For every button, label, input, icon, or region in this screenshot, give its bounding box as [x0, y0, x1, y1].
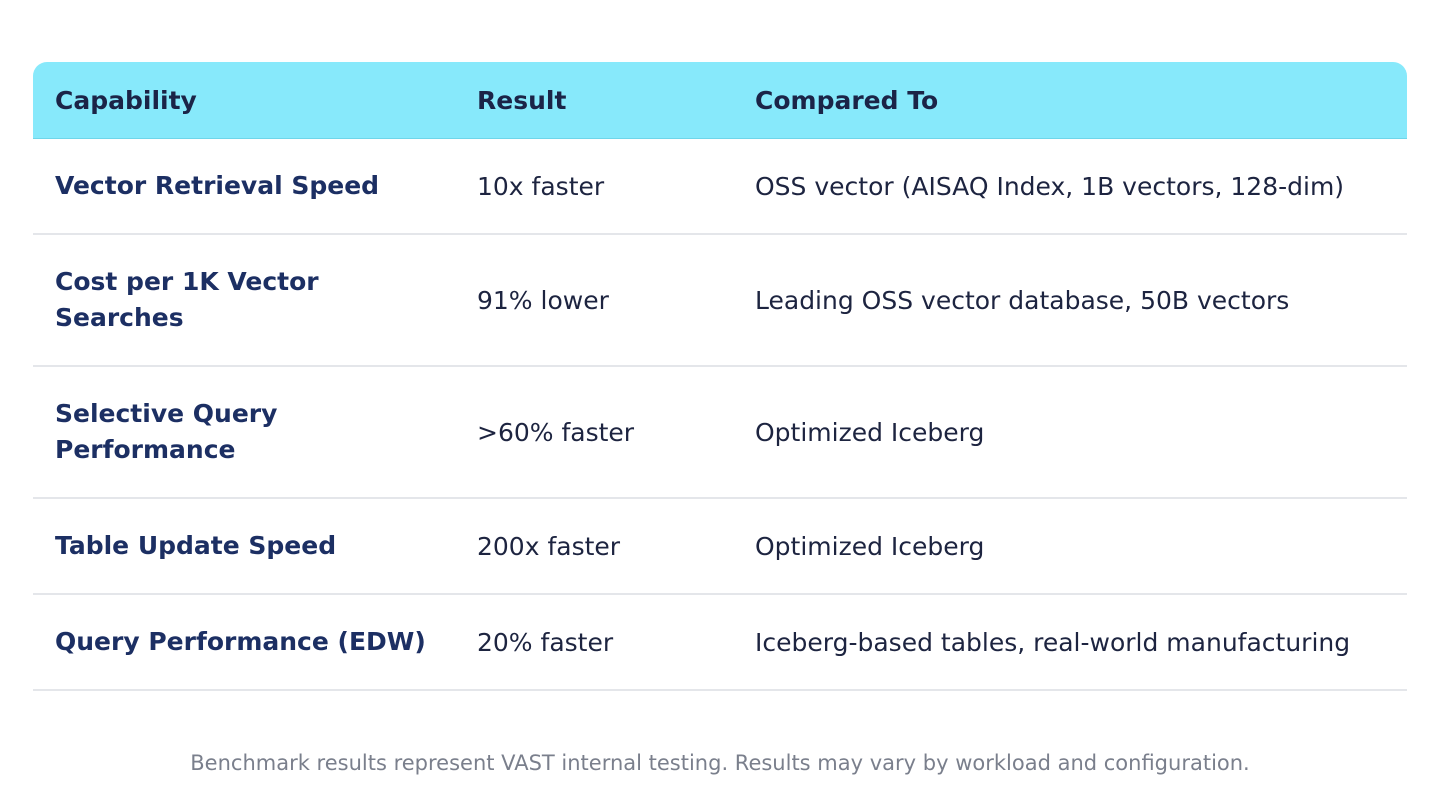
benchmark-footnote: Benchmark results represent VAST interna… [190, 751, 1250, 775]
capability-cell: Query Performance (EDW) [55, 627, 426, 656]
capability-cell: Cost per 1K Vector Searches [55, 267, 319, 332]
compared-to-cell: Optimized Iceberg [755, 531, 985, 561]
table-row: Vector Retrieval Speed 10x faster OSS ve… [33, 139, 1407, 235]
result-cell: 20% faster [477, 627, 614, 657]
result-cell: 91% lower [477, 285, 609, 315]
header-result: Result [477, 85, 567, 115]
compared-to-cell: Leading OSS vector database, 50B vectors [755, 285, 1290, 315]
result-cell: 10x faster [477, 171, 605, 201]
capability-cell: Vector Retrieval Speed [55, 171, 380, 200]
table-row: Query Performance (EDW) 20% faster Icebe… [33, 595, 1407, 691]
table-row: Selective Query Performance >60% faster … [33, 367, 1407, 499]
header-compared-to: Compared To [755, 85, 939, 115]
table-header-row: Capability Result Compared To [33, 62, 1407, 139]
compared-to-cell: Iceberg-based tables, real-world manufac… [755, 627, 1351, 657]
compared-to-cell: OSS vector (AISAQ Index, 1B vectors, 128… [755, 171, 1345, 201]
table-row: Table Update Speed 200x faster Optimized… [33, 499, 1407, 595]
header-capability: Capability [55, 85, 197, 115]
capability-cell: Table Update Speed [55, 531, 337, 560]
capability-cell: Selective Query Performance [55, 399, 278, 464]
benchmark-table: Capability Result Compared To Vector Ret… [33, 62, 1407, 691]
result-cell: 200x faster [477, 531, 621, 561]
result-cell: >60% faster [477, 417, 635, 447]
compared-to-cell: Optimized Iceberg [755, 417, 985, 447]
table-row: Cost per 1K Vector Searches 91% lower Le… [33, 235, 1407, 367]
